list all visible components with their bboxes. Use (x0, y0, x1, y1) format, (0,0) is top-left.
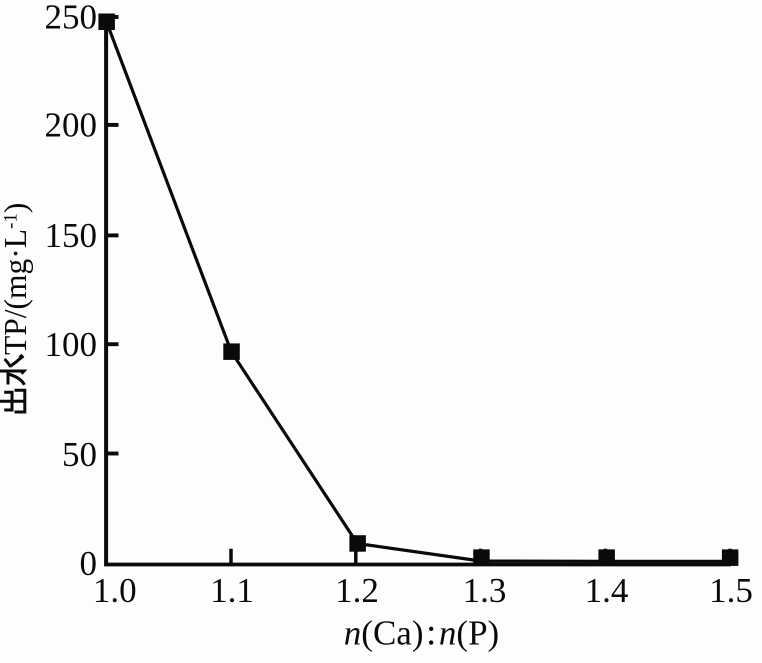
svg-text:250: 250 (45, 0, 98, 37)
svg-text:1.0: 1.0 (93, 571, 137, 610)
svg-text:150: 150 (45, 216, 98, 255)
svg-text:1.2: 1.2 (335, 571, 379, 610)
svg-text:200: 200 (45, 106, 98, 145)
svg-text:1.4: 1.4 (585, 571, 629, 610)
svg-text:1.3: 1.3 (463, 571, 507, 610)
svg-text:1.5: 1.5 (709, 571, 753, 610)
svg-text:n(Ca):n(P): n(Ca):n(P) (344, 612, 499, 653)
svg-text:0: 0 (80, 544, 98, 583)
svg-text:50: 50 (62, 435, 97, 474)
svg-text:100: 100 (45, 325, 98, 364)
svg-text:1.1: 1.1 (210, 571, 254, 610)
